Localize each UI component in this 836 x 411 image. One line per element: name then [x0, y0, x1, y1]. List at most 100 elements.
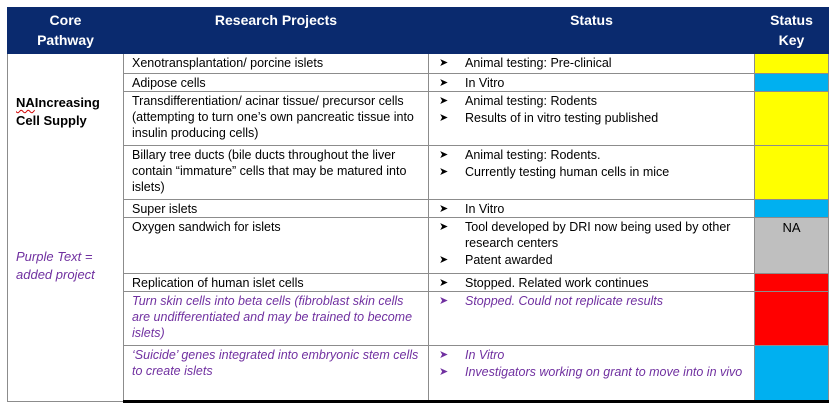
- status-item: ➤ Investigators working on grant to move …: [439, 364, 750, 380]
- table-row: ‘Suicide’ genes integrated into embryoni…: [8, 345, 829, 403]
- status-list: ➤ In Vitro: [439, 75, 750, 91]
- status-item: ➤ Patent awarded: [439, 252, 750, 268]
- status-item: ➤ Tool developed by DRI now being used by…: [439, 219, 750, 251]
- header-research-projects: Research Projects: [123, 7, 429, 54]
- project-cell: Turn skin cells into beta cells (fibrobl…: [123, 291, 429, 346]
- project-name: ‘Suicide’ genes integrated into embryoni…: [132, 348, 419, 378]
- table-row: Turn skin cells into beta cells (fibrobl…: [8, 291, 829, 346]
- core-pathway-label: NAIncreasing Cell Supply: [16, 54, 123, 130]
- core-pathway-prefix: NA: [16, 95, 35, 110]
- arrowhead-bullet-icon: ➤: [439, 294, 449, 307]
- status-cell: ➤ In Vitro ➤ Investigators working on grant…: [428, 345, 755, 403]
- status-text: Animal testing: Rodents.: [465, 148, 601, 162]
- status-list: ➤ Tool developed by DRI now being used by…: [439, 219, 750, 268]
- status-item: ➤ In Vitro: [439, 347, 750, 363]
- status-item: ➤ Results of in vitro testing published: [439, 110, 750, 126]
- status-list: ➤ In Vitro ➤ Investigators working on grant…: [439, 347, 750, 380]
- project-cell: Adipose cells: [123, 73, 429, 92]
- status-cell: ➤ In Vitro: [428, 73, 755, 92]
- status-list: ➤ Animal testing: Pre-clinical: [439, 55, 750, 71]
- status-item: ➤ Stopped. Could not replicate results: [439, 293, 750, 309]
- purple-text-legend: Purple Text = added project: [16, 249, 95, 282]
- status-key-cell: [754, 91, 829, 146]
- status-text: Stopped. Could not replicate results: [465, 294, 664, 308]
- project-cell: Xenotransplantation/ porcine islets: [123, 53, 429, 74]
- arrowhead-bullet-icon: ➤: [439, 276, 449, 289]
- header-status: Status: [428, 7, 755, 54]
- status-text: In Vitro: [465, 76, 505, 90]
- status-item: ➤ Currently testing human cells in mice: [439, 164, 750, 180]
- project-cell: Oxygen sandwich for islets: [123, 217, 429, 274]
- status-text: Currently testing human cells in mice: [465, 165, 670, 179]
- status-item: ➤ In Vitro: [439, 75, 750, 91]
- status-text: In Vitro: [465, 202, 505, 216]
- table-row: Oxygen sandwich for islets ➤ Tool develope…: [8, 217, 829, 274]
- arrowhead-bullet-icon: ➤: [439, 76, 449, 89]
- project-cell: Replication of human islet cells: [123, 273, 429, 292]
- status-table-container: Core Pathway Research Projects Status St…: [7, 7, 829, 405]
- table-row: NAIncreasing Cell Supply Purple Text = a…: [7, 53, 829, 402]
- status-list: ➤ In Vitro: [439, 201, 750, 217]
- research-status-table: Core Pathway Research Projects Status St…: [7, 7, 829, 403]
- status-list: ➤ Animal testing: Rodents ➤ Results of in v…: [439, 93, 750, 126]
- status-cell: ➤ In Vitro: [428, 199, 755, 218]
- project-name: Transdifferentiation/ acinar tissue/ pre…: [132, 94, 414, 140]
- project-name: Super islets: [132, 202, 198, 216]
- table-row: Replication of human islet cells ➤ Stopped…: [8, 273, 829, 292]
- header-core-pathway: Core Pathway: [7, 7, 124, 54]
- project-name: Xenotransplantation/ porcine islets: [132, 56, 324, 70]
- status-key-cell: NA: [754, 217, 829, 274]
- status-item: ➤ Animal testing: Rodents.: [439, 147, 750, 163]
- status-item: ➤ Animal testing: Pre-clinical: [439, 55, 750, 71]
- arrowhead-bullet-icon: ➤: [439, 220, 449, 233]
- status-text: Investigators working on grant to move i…: [465, 365, 743, 379]
- table-row: Adipose cells ➤ In Vitro: [8, 73, 829, 92]
- project-name: Adipose cells: [132, 76, 206, 90]
- project-cell: Transdifferentiation/ acinar tissue/ pre…: [123, 91, 429, 146]
- status-key-cell: [754, 145, 829, 200]
- status-key-cell: [754, 73, 829, 92]
- arrowhead-bullet-icon: ➤: [439, 253, 449, 266]
- table-row: Billary tree ducts (bile ducts throughou…: [8, 145, 829, 200]
- header-status-key-text: Status Key: [770, 12, 813, 48]
- table-row: Super islets ➤ In Vitro: [8, 199, 829, 218]
- status-list: ➤ Stopped. Could not replicate results: [439, 293, 750, 309]
- status-key-cell: [754, 273, 829, 292]
- status-text: Patent awarded: [465, 253, 553, 267]
- status-cell: ➤ Animal testing: Pre-clinical: [428, 53, 755, 74]
- arrowhead-bullet-icon: ➤: [439, 202, 449, 215]
- table-body: NAIncreasing Cell Supply Purple Text = a…: [7, 53, 829, 403]
- status-key-cell: [754, 199, 829, 218]
- project-name: Replication of human islet cells: [132, 276, 304, 290]
- status-text: Tool developed by DRI now being used by …: [465, 220, 731, 250]
- status-text: Animal testing: Rodents: [465, 94, 598, 108]
- project-name: Turn skin cells into beta cells (fibrobl…: [132, 294, 413, 340]
- project-cell: Super islets: [123, 199, 429, 218]
- status-key-cell: [754, 345, 829, 403]
- arrowhead-bullet-icon: ➤: [439, 56, 449, 69]
- status-text: Stopped. Related work continues: [465, 276, 649, 290]
- status-item: ➤ In Vitro: [439, 201, 750, 217]
- header-status-key: Status Key: [754, 7, 829, 54]
- status-list: ➤ Stopped. Related work continues: [439, 275, 750, 291]
- table-row: Transdifferentiation/ acinar tissue/ pre…: [8, 91, 829, 146]
- status-cell: ➤ Stopped. Could not replicate results: [428, 291, 755, 346]
- status-cell: ➤ Stopped. Related work continues: [428, 273, 755, 292]
- status-cell: ➤ Animal testing: Rodents. ➤ Currently test…: [428, 145, 755, 200]
- arrowhead-bullet-icon: ➤: [439, 165, 449, 178]
- header-core-pathway-text: Core Pathway: [37, 12, 94, 48]
- core-pathway-cell: NAIncreasing Cell Supply Purple Text = a…: [7, 53, 124, 402]
- status-cell: ➤ Animal testing: Rodents ➤ Results of in v…: [428, 91, 755, 146]
- core-pathway-text: Increasing Cell Supply: [16, 95, 100, 128]
- arrowhead-bullet-icon: ➤: [439, 365, 449, 378]
- project-name: Billary tree ducts (bile ducts throughou…: [132, 148, 407, 194]
- project-name: Oxygen sandwich for islets: [132, 220, 281, 234]
- header-row: Core Pathway Research Projects Status St…: [7, 7, 829, 54]
- status-item: ➤ Animal testing: Rodents: [439, 93, 750, 109]
- project-cell: ‘Suicide’ genes integrated into embryoni…: [123, 345, 429, 403]
- status-list: ➤ Animal testing: Rodents. ➤ Currently test…: [439, 147, 750, 180]
- status-key-cell: [754, 53, 829, 74]
- status-text: Results of in vitro testing published: [465, 111, 659, 125]
- project-cell: Billary tree ducts (bile ducts throughou…: [123, 145, 429, 200]
- arrowhead-bullet-icon: ➤: [439, 148, 449, 161]
